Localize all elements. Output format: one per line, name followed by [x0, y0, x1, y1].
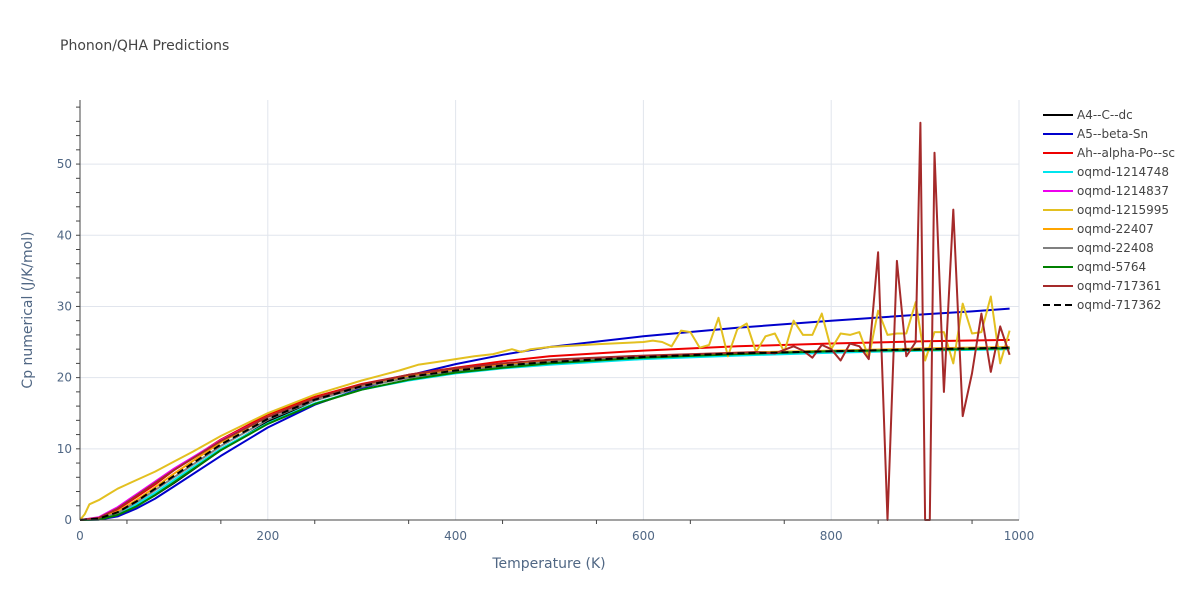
x-tick-label: 200 [256, 529, 279, 543]
legend-item[interactable]: oqmd-22407 [1043, 222, 1154, 236]
legend-label: Ah--alpha-Po--sc [1077, 146, 1175, 160]
x-tick-label: 600 [632, 529, 655, 543]
legend-label: oqmd-22407 [1077, 222, 1154, 236]
axes: 0 200 400 600 800 1000 0 10 20 30 40 50 [57, 100, 1035, 543]
legend-item[interactable]: oqmd-1215995 [1043, 203, 1169, 217]
legend-label: oqmd-1214837 [1077, 184, 1169, 198]
legend-label: oqmd-22408 [1077, 241, 1154, 255]
y-tick-label: 0 [64, 513, 72, 527]
plot-area [80, 121, 1011, 521]
series-line-oqmd-1214748 [80, 348, 1010, 521]
legend-item[interactable]: oqmd-717362 [1043, 298, 1161, 312]
legend-label: oqmd-717362 [1077, 298, 1161, 312]
legend-label: A4--C--dc [1077, 108, 1133, 122]
y-tick-label: 20 [57, 371, 72, 385]
legend-item[interactable]: oqmd-717361 [1043, 279, 1161, 293]
y-tick-label: 10 [57, 442, 72, 456]
x-tick-label: 0 [76, 529, 84, 543]
grid [80, 100, 1020, 520]
legend-label: A5--beta-Sn [1077, 127, 1148, 141]
legend-label: oqmd-1215995 [1077, 203, 1169, 217]
series-line-oqmd-1215995 [80, 295, 1011, 521]
series-line-A4--C--dc [80, 346, 1010, 521]
legend-item[interactable]: Ah--alpha-Po--sc [1043, 146, 1175, 160]
series-line-Ah--alpha-Po--sc [80, 338, 1010, 521]
legend-label: oqmd-717361 [1077, 279, 1161, 293]
x-tick-label: 400 [444, 529, 467, 543]
legend-item[interactable]: A4--C--dc [1043, 108, 1133, 122]
series-line-oqmd-5764 [80, 347, 1010, 521]
legend-label: oqmd-1214748 [1077, 165, 1169, 179]
x-tick-label: 800 [820, 529, 843, 543]
legend-item[interactable]: oqmd-1214748 [1043, 165, 1169, 179]
y-tick-label: 30 [57, 299, 72, 313]
y-axis-title: Cp numerical (J/K/mol) [20, 231, 36, 388]
series-line-oqmd-22408 [80, 346, 1010, 521]
x-tick-label: 1000 [1004, 529, 1035, 543]
y-tick-label: 40 [57, 228, 72, 242]
series-line-oqmd-717361 [80, 121, 1011, 521]
legend-item[interactable]: oqmd-22408 [1043, 241, 1154, 255]
legend[interactable]: A4--C--dc A5--beta-Sn Ah--alpha-Po--sc oqmd… [1043, 108, 1175, 312]
chart-title: Phonon/QHA Predictions [60, 38, 229, 54]
legend-item[interactable]: oqmd-1214837 [1043, 184, 1169, 198]
y-tick-label: 50 [57, 157, 72, 171]
series-line-oqmd-1214837 [80, 346, 1010, 521]
series-line-oqmd-717362 [80, 346, 1010, 521]
series-line-oqmd-22407 [80, 346, 1010, 521]
x-axis-title: Temperature (K) [491, 556, 605, 572]
legend-item[interactable]: A5--beta-Sn [1043, 127, 1148, 141]
legend-item[interactable]: oqmd-5764 [1043, 260, 1146, 274]
series-group [80, 121, 1011, 521]
legend-label: oqmd-5764 [1077, 260, 1146, 274]
